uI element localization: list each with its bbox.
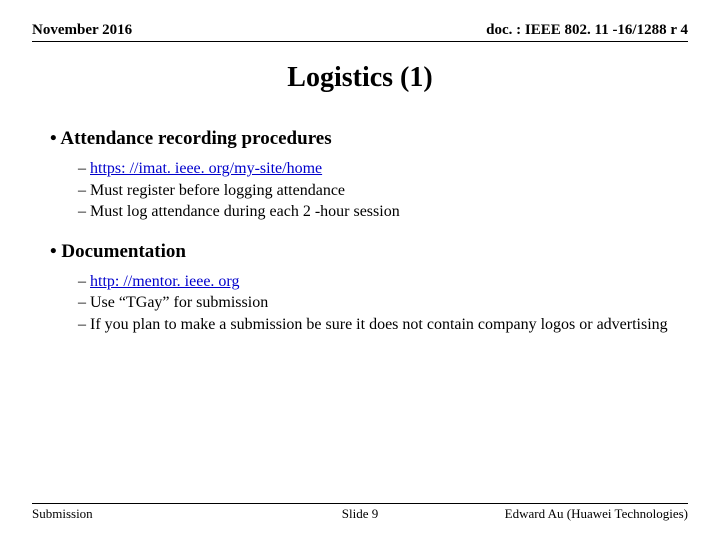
item-text: If you plan to make a submission be sure…: [90, 316, 668, 333]
sub-item: Must log attendance during each 2 -hour …: [78, 201, 688, 223]
sub-list: https: //imat. ieee. org/my-site/home Mu…: [78, 158, 688, 223]
content-area: Attendance recording procedures https: /…: [32, 122, 688, 503]
sub-item: If you plan to make a submission be sure…: [78, 314, 688, 336]
sub-item: Use “TGay” for submission: [78, 292, 688, 314]
sub-item: Must register before logging attendance: [78, 180, 688, 202]
link-text[interactable]: http: //mentor. ieee. org: [90, 273, 239, 290]
sub-item: https: //imat. ieee. org/my-site/home: [78, 158, 688, 180]
section-heading: Documentation: [50, 241, 688, 263]
sub-item: http: //mentor. ieee. org: [78, 271, 688, 293]
sub-list: http: //mentor. ieee. org Use “TGay” for…: [78, 271, 688, 336]
item-text: Use “TGay” for submission: [90, 294, 268, 311]
item-text: Must log attendance during each 2 -hour …: [90, 203, 400, 220]
header-date: November 2016: [32, 22, 132, 39]
footer-row: Submission Slide 9 Edward Au (Huawei Tec…: [32, 503, 688, 522]
section-heading: Attendance recording procedures: [50, 128, 688, 150]
header-row: November 2016 doc. : IEEE 802. 11 -16/12…: [32, 22, 688, 42]
header-doc: doc. : IEEE 802. 11 -16/1288 r 4: [486, 22, 688, 39]
slide-title: Logistics (1): [32, 62, 688, 94]
slide-page: November 2016 doc. : IEEE 802. 11 -16/12…: [0, 0, 720, 540]
link-text[interactable]: https: //imat. ieee. org/my-site/home: [90, 160, 322, 177]
footer-center: Slide 9: [32, 506, 688, 522]
item-text: Must register before logging attendance: [90, 182, 345, 199]
footer-wrap: Submission Slide 9 Edward Au (Huawei Tec…: [32, 503, 688, 522]
